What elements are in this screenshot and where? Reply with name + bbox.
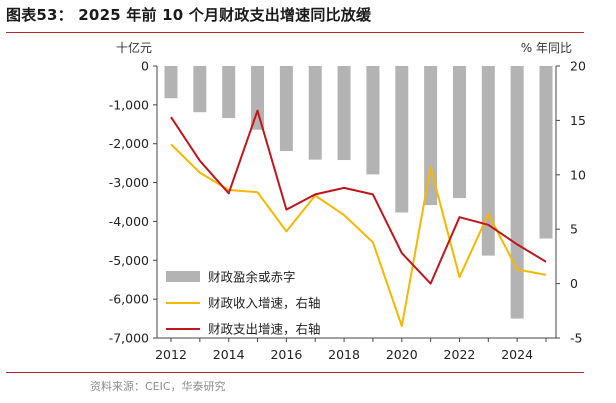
left-tick-label: 0 (141, 59, 149, 74)
left-tick-label: -7,000 (109, 331, 149, 346)
left-tick-label: -6,000 (109, 292, 149, 307)
x-tick-label: 2024 (501, 347, 533, 362)
right-tick-label: 20 (570, 59, 586, 74)
right-tick-label: 0 (570, 276, 578, 291)
x-tick-label: 2018 (328, 347, 360, 362)
deficit-bar (222, 66, 236, 119)
left-tick-label: -5,000 (109, 253, 149, 268)
axes-layer: 十亿元 % 年同比 0 -1,000 -2,000 -3,000 -4,000 -5,00… (109, 40, 586, 362)
right-tick-label: 15 (570, 113, 586, 128)
x-tick-label: 2012 (155, 347, 187, 362)
deficit-bar (251, 66, 265, 130)
left-tick-label: -1,000 (109, 97, 149, 112)
left-tick-label: -2,000 (109, 136, 149, 151)
x-tick-label: 2016 (270, 347, 302, 362)
deficit-bar (424, 66, 438, 206)
legend-swatch-bar (166, 271, 200, 282)
lines-layer (170, 109, 547, 327)
legend-label: 财政收入增速，右轴 (208, 296, 321, 311)
right-tick-label: 5 (570, 222, 578, 237)
x-tick-label: 2014 (213, 347, 245, 362)
right-axis-label: % 年同比 (521, 41, 572, 55)
deficit-bar (481, 66, 495, 256)
deficit-bar (308, 66, 322, 160)
legend-label: 财政支出增速，右轴 (208, 322, 321, 337)
legend-label: 财政盈余或赤字 (208, 270, 296, 285)
x-tick-label: 2020 (386, 347, 418, 362)
left-axis-label: 十亿元 (116, 40, 152, 55)
deficit-bar (337, 66, 351, 161)
deficit-bar (193, 66, 207, 113)
expenditure-growth-line (170, 109, 547, 285)
title-rule (6, 32, 584, 33)
bars-layer (164, 66, 553, 319)
x-tick-label: 2022 (444, 347, 476, 362)
right-tick-label: 10 (570, 167, 586, 182)
right-tick-label: -5 (570, 331, 582, 346)
deficit-bar (510, 66, 524, 319)
deficit-bar (395, 66, 409, 213)
bottom-rule (6, 372, 584, 373)
deficit-bar (366, 66, 380, 175)
left-tick-label: -4,000 (109, 214, 149, 229)
left-tick-label: -3,000 (109, 175, 149, 190)
deficit-bar (279, 66, 293, 152)
deficit-bar (164, 66, 178, 99)
deficit-bar (452, 66, 466, 199)
source-note: 资料来源：CEIC，华泰研究 (90, 380, 226, 393)
deficit-bar (539, 66, 553, 239)
chart-title: 图表53： 2025 年前 10 个月财政支出增速同比放缓 (6, 6, 372, 24)
